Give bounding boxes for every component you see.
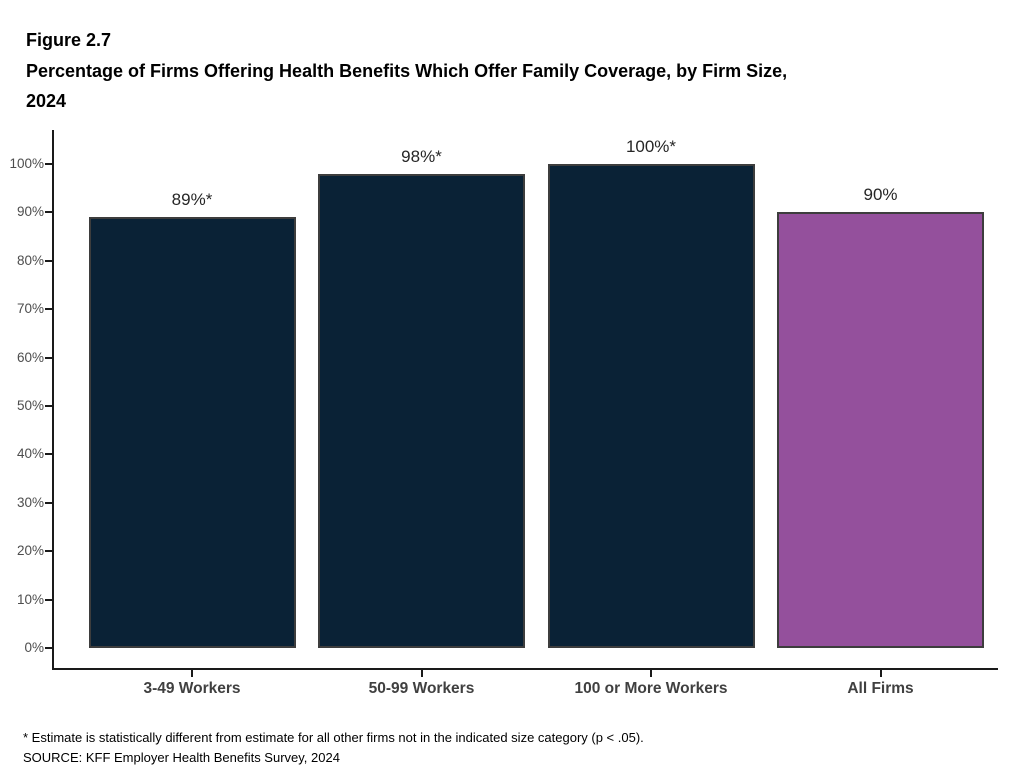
x-axis-category-label: 50-99 Workers [368,680,475,697]
bar-value-label: 90% [863,185,898,205]
y-axis-tick-label: 70% [16,301,44,317]
y-axis-tick [45,356,53,359]
bar-value-label: 89%* [171,190,213,210]
footnote-statistical-note: * Estimate is statistically different fr… [23,730,644,745]
plot-area: 0% 10% 20% 30% 40% 50% 60% 70% 80% 90% 100% 89%* 3-4… [9,130,998,697]
chart-title-line1: Percentage of Firms Offering Health Bene… [26,61,788,81]
footnote-source: SOURCE: KFF Employer Health Benefits Sur… [23,750,340,765]
bar [547,164,755,648]
y-axis-tick [45,501,53,504]
x-axis-tick [191,670,193,677]
x-axis-tick [420,670,423,677]
bar [88,217,296,648]
y-axis-tick-label: 0% [24,640,44,655]
x-axis-category-label: 3-49 Workers [143,680,241,697]
bar [777,212,984,648]
y-axis-tick-label: 100% [9,156,44,171]
y-axis-tick [45,647,53,649]
x-axis-tick [650,670,652,677]
y-axis-tick [45,259,53,262]
y-axis-tick [45,163,53,165]
y-axis-tick [45,550,53,553]
y-axis-tick-label: 50% [16,398,44,413]
y-axis-tick-label: 90% [16,204,44,220]
y-axis-tick-label: 40% [16,446,44,462]
y-axis-tick [45,405,53,407]
x-axis-category-label: All Firms [847,680,914,697]
y-axis-tick [45,453,53,456]
figure-number: Figure 2.7 [26,30,112,50]
bar-value-label: 100%* [625,137,677,156]
x-axis-category-label: 100 or More Workers [574,680,728,697]
y-axis-tick [45,308,53,311]
y-axis-tick-label: 30% [16,494,44,510]
chart-title-line2: 2024 [26,91,67,111]
y-axis-tick [45,211,53,214]
bar [318,173,525,648]
y-axis-tick-label: 10% [16,591,44,607]
y-axis-tick-label: 20% [16,543,44,559]
y-axis-tick [45,598,53,601]
y-axis-tick-label: 60% [16,349,44,365]
x-axis-tick [879,670,882,677]
y-axis-tick-label: 80% [16,252,44,268]
bar-value-label: 98%* [401,146,442,166]
